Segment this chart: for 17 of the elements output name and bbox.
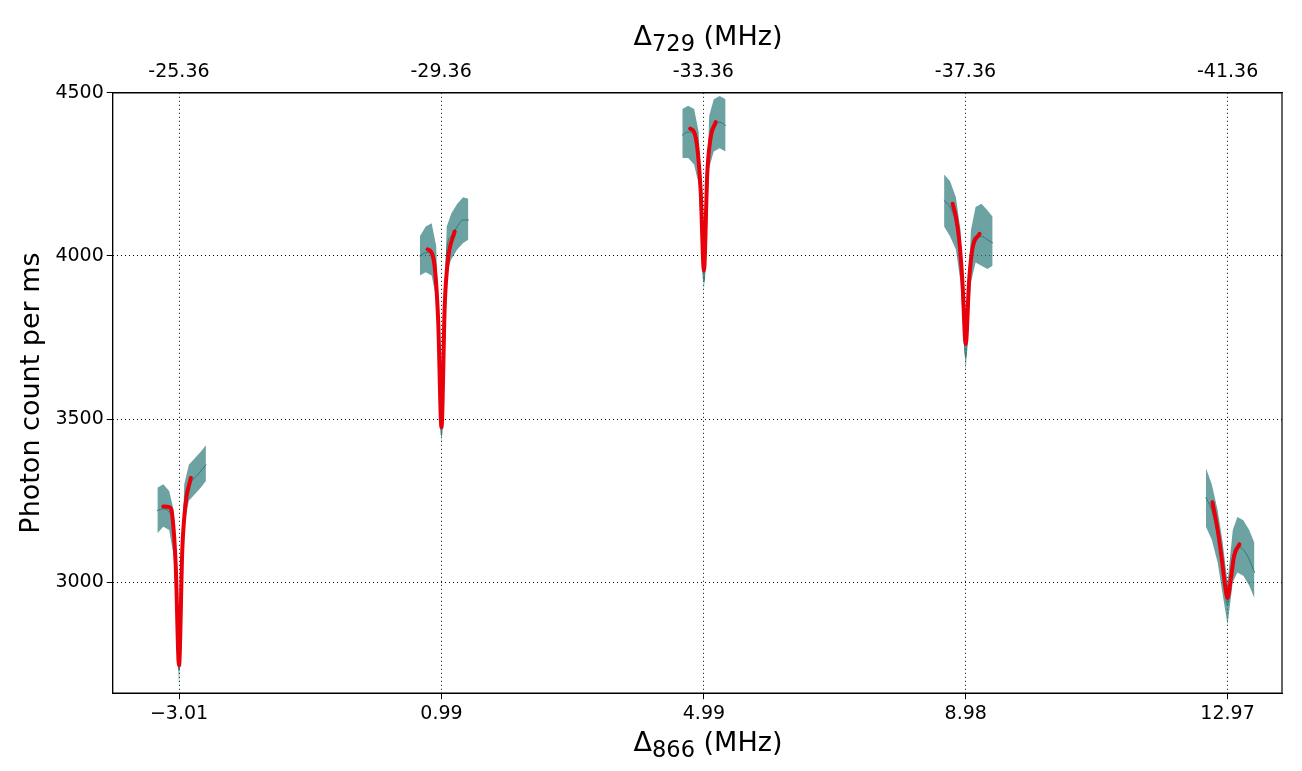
x2-tick-label: -37.36 bbox=[934, 59, 997, 82]
x-tick-label: 8.98 bbox=[944, 700, 987, 723]
y-axis-title: Photon count per ms bbox=[14, 252, 46, 534]
y-tick-label: 3500 bbox=[55, 406, 104, 429]
x-tick-label: 12.97 bbox=[1200, 700, 1255, 723]
y-tick-label: 3000 bbox=[55, 569, 104, 592]
y-tick-label: 4000 bbox=[55, 242, 104, 265]
x-tick-label: 4.99 bbox=[682, 700, 726, 723]
x-tick-label: −3.01 bbox=[149, 700, 209, 723]
x2-tick-label: -41.36 bbox=[1196, 59, 1259, 82]
x2-tick-label: -29.36 bbox=[410, 59, 472, 82]
x2-tick-label: -25.36 bbox=[148, 59, 210, 82]
x2-tick-label: -33.36 bbox=[672, 59, 734, 82]
x-tick-label: 0.99 bbox=[420, 700, 463, 723]
y-tick-label: 4500 bbox=[55, 79, 104, 102]
x2-axis-title: Δ$_{729}$ (MHz) bbox=[632, 20, 784, 57]
x-axis-title: Δ$_{866}$ (MHz) bbox=[632, 726, 784, 763]
